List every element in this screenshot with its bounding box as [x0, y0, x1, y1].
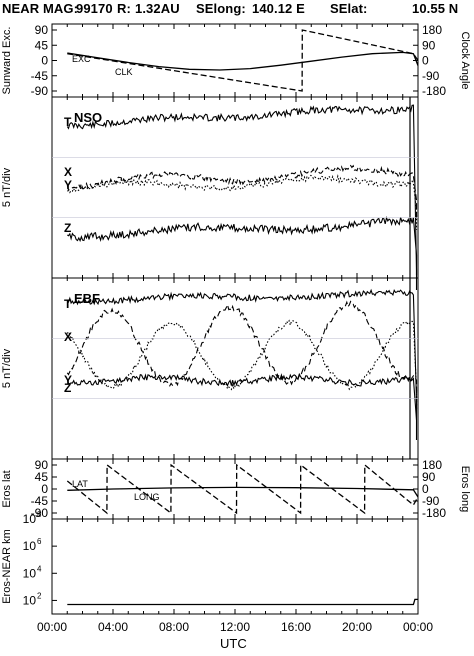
- ylabel-clock-angle: Clock Angle: [459, 31, 471, 89]
- distance-tick-label: 10: [23, 593, 37, 607]
- title-selat-value: 10.55 N: [412, 1, 459, 16]
- x-tick-label: 04:00: [98, 620, 128, 634]
- ebf-series-label-t: T: [64, 297, 72, 311]
- eros-long-tick-label: 180: [422, 458, 442, 472]
- ylabel-eros-lat: Eros lat: [1, 470, 13, 507]
- sunward-tick-label: -90: [31, 84, 49, 98]
- x-axis-label: UTC: [220, 636, 247, 651]
- distance-tick-exponent: 4: [37, 564, 42, 573]
- title-date-code: 99170: [76, 1, 113, 16]
- clock-tick-label: 180: [422, 23, 442, 37]
- distance-tick-label: 10: [23, 512, 37, 526]
- ebf-z-line: [66, 372, 418, 440]
- distance-tick-exponent: 2: [37, 591, 42, 600]
- series-clk-line: [67, 29, 419, 92]
- ylabel-ebf: 5 nT/div: [1, 348, 13, 388]
- series-label-clk: CLK: [115, 67, 133, 77]
- series-long-line: [66, 463, 419, 515]
- title-selong-value: 140.12 E: [252, 1, 305, 16]
- distance-tick-exponent: 6: [37, 537, 42, 546]
- nso-t-line: [66, 104, 418, 290]
- series-exc-line: [67, 51, 419, 71]
- series-distance-line: [67, 598, 418, 606]
- eros-lat-tick-label: -45: [31, 494, 49, 508]
- panel-frame-2: [51, 277, 419, 460]
- ylabel-nso: 5 nT/div: [1, 167, 13, 207]
- x-tick-label: 20:00: [342, 620, 372, 634]
- nso-series-label-x: X: [64, 165, 72, 179]
- clock-tick-label: -180: [422, 84, 446, 98]
- eros-lat-tick-label: 90: [35, 458, 49, 472]
- panel-frame-1: [51, 96, 419, 279]
- eros-lat-tick-label: 0: [41, 482, 48, 496]
- ebf-x-line: [66, 300, 418, 400]
- frame-label-nso: NSO: [74, 110, 102, 125]
- nso-series-label-z: Z: [64, 221, 71, 235]
- ebf-series-label-y: Y: [64, 373, 72, 387]
- x-tick-label: 16:00: [281, 620, 311, 634]
- eros-lat-tick-label: 45: [35, 470, 49, 484]
- sunward-tick-label: 45: [35, 38, 49, 52]
- nso-series-label-y: Y: [64, 178, 72, 192]
- nso-z-line: [66, 215, 418, 275]
- ebf-series-label-z: Z: [64, 381, 71, 395]
- distance-tick-label: 10: [23, 566, 37, 580]
- series-label-exc: EXC: [72, 54, 91, 64]
- distance-tick-label: 10: [23, 539, 37, 553]
- series-label-lat: LAT: [72, 479, 88, 489]
- x-tick-label: 00:00: [37, 620, 67, 634]
- title-r-value: 1.32AU: [135, 1, 180, 16]
- clock-tick-label: 90: [422, 38, 436, 52]
- panel-frame-4: [51, 518, 419, 615]
- title-mission: NEAR MAG:: [2, 1, 79, 16]
- clock-tick-label: -90: [422, 69, 440, 83]
- frame-label-ebf: EBF: [74, 291, 100, 306]
- nso-y-line: [67, 174, 418, 230]
- eros-long-tick-label: 0: [422, 482, 429, 496]
- ylabel-eros-near-km: Eros-NEAR km: [1, 529, 13, 604]
- series-lat-line: [67, 486, 419, 498]
- title-selat-label: SElat:: [330, 1, 368, 16]
- eros-lat-tick-label: -90: [31, 506, 49, 520]
- series-label-long: LONG: [134, 492, 160, 502]
- eros-long-tick-label: -180: [422, 506, 446, 520]
- eros-long-tick-label: -90: [422, 494, 440, 508]
- x-tick-label: 00:00: [403, 620, 433, 634]
- nso-x-line: [66, 164, 418, 220]
- sunward-tick-label: 0: [41, 54, 48, 68]
- distance-tick-exponent: 8: [37, 510, 42, 519]
- title-selong-label: SElong:: [196, 1, 246, 16]
- nso-series-label-t: T: [64, 115, 72, 129]
- sunward-tick-label: -45: [31, 69, 49, 83]
- title-r-label: R:: [117, 1, 131, 16]
- ylabel-eros-long: Eros long: [459, 466, 471, 512]
- ebf-t-line: [67, 288, 418, 420]
- ebf-series-label-x: X: [64, 330, 72, 344]
- eros-long-tick-label: 90: [422, 470, 436, 484]
- sunward-tick-label: 90: [35, 23, 49, 37]
- x-tick-label: 08:00: [159, 620, 189, 634]
- clock-tick-label: 0: [422, 54, 429, 68]
- ebf-y-line: [66, 319, 418, 410]
- x-tick-label: 12:00: [220, 620, 250, 634]
- ylabel-sunward-exc: Sunward Exc.: [1, 27, 13, 95]
